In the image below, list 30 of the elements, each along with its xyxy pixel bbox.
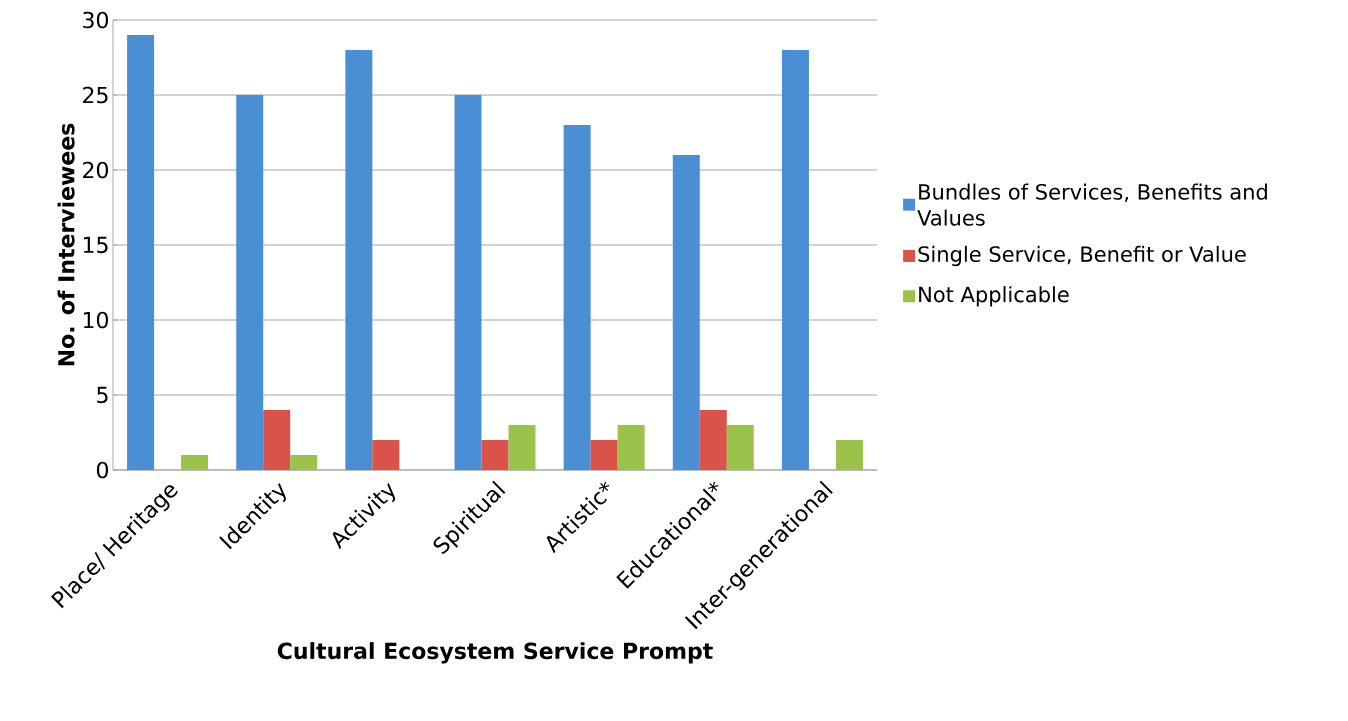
y-axis-title: No. of Interviewees <box>57 123 75 366</box>
y-tick-label: 5 <box>97 386 108 404</box>
bar <box>835 440 863 470</box>
legend-label: Bundles of Services, Benefits and Values <box>917 183 1267 226</box>
y-tick-label: 10 <box>83 311 108 329</box>
x-axis-title: Cultural Ecosystem Service Prompt <box>277 642 713 664</box>
bar <box>372 440 400 470</box>
bar <box>508 425 536 470</box>
y-tick-label: 30 <box>83 11 108 29</box>
bar <box>699 410 727 470</box>
bar <box>454 95 482 470</box>
bar <box>345 50 373 470</box>
bar <box>617 425 645 470</box>
bar <box>563 125 591 470</box>
bar <box>590 440 618 470</box>
legend-label: Single Service, Benefit or Value <box>918 245 1246 267</box>
bar <box>127 35 155 470</box>
bar <box>263 410 291 470</box>
bar <box>726 425 754 470</box>
bar <box>181 455 209 470</box>
bar <box>481 440 509 470</box>
y-tick-label: 25 <box>83 86 108 104</box>
bar <box>672 155 700 470</box>
bar <box>290 455 318 470</box>
y-tick-label: 15 <box>83 236 108 254</box>
bar <box>236 95 264 470</box>
y-tick-label: 20 <box>83 161 108 179</box>
legend-label: Not Applicable <box>919 286 1069 307</box>
bar <box>781 50 809 470</box>
y-tick-label: 0 <box>96 461 109 479</box>
